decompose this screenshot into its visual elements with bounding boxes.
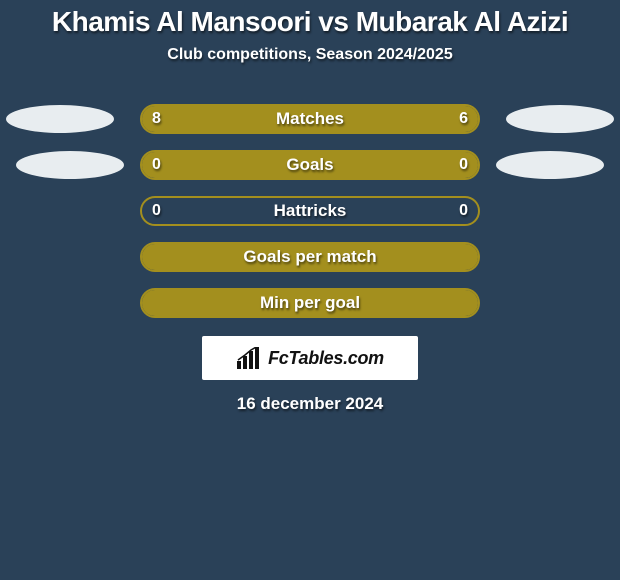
- stat-value-right: 6: [459, 104, 468, 134]
- stat-label: Hattricks: [140, 196, 480, 226]
- stat-value-left: 0: [152, 150, 161, 180]
- stat-row: Matches8 6: [0, 104, 620, 134]
- logo-text: FcTables.com: [268, 348, 384, 369]
- stat-value-left: 0: [152, 196, 161, 226]
- stat-label: Min per goal: [140, 288, 480, 318]
- subtitle: Club competitions, Season 2024/2025: [0, 46, 620, 64]
- date-label: 16 december 2024: [0, 394, 620, 414]
- player-ellipse-right: [506, 105, 614, 133]
- player-ellipse-right: [496, 151, 604, 179]
- stat-rows: Matches86Goals00Hattricks00Goals per mat…: [0, 104, 620, 318]
- player-ellipse-left: [6, 105, 114, 133]
- stat-row: Min per goal: [0, 288, 620, 318]
- logo-box: FcTables.com: [202, 336, 418, 380]
- stat-label: Goals per match: [140, 242, 480, 272]
- page-title: Khamis Al Mansoori vs Mubarak Al Azizi: [0, 0, 620, 38]
- stat-value-right: 0: [459, 150, 468, 180]
- stat-label: Matches: [140, 104, 480, 134]
- logo-bars-icon: [236, 347, 262, 369]
- player-ellipse-left: [16, 151, 124, 179]
- stat-value-right: 0: [459, 196, 468, 226]
- stat-row: Goals per match: [0, 242, 620, 272]
- stat-row: Hattricks0 0: [0, 196, 620, 226]
- stat-label: Goals: [140, 150, 480, 180]
- stat-value-left: 8: [152, 104, 161, 134]
- stat-row: Goals0 0: [0, 150, 620, 180]
